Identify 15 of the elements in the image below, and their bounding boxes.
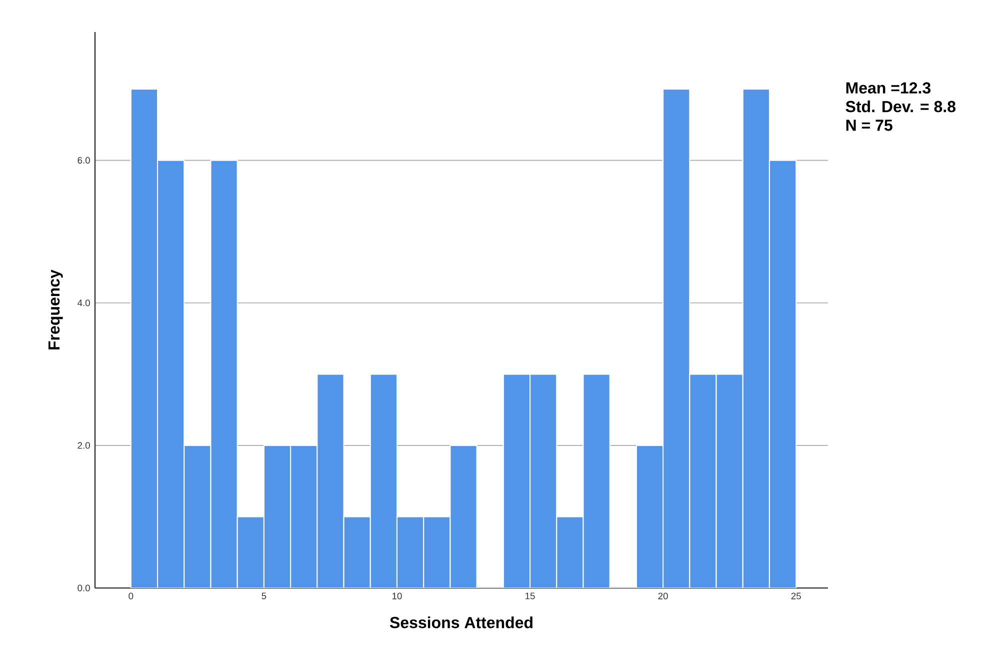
y-tick-label: 2.0: [78, 442, 90, 449]
x-tick-label: 15: [526, 592, 535, 600]
text: Mean =12.3: [846, 82, 931, 94]
x-tick-label: 10: [392, 592, 402, 600]
y-tick-label: 6.0: [78, 157, 90, 164]
x-tick-label: 5: [262, 592, 266, 600]
text: Std. Dev. = 8.8: [846, 100, 956, 112]
x-tick-label: 20: [658, 592, 668, 600]
y-tick-label: 0.0: [78, 584, 90, 592]
y-axis-title: Frequency: [48, 270, 63, 350]
x-axis-title: Sessions Attended: [390, 616, 532, 628]
y-tick-label: 4.0: [78, 300, 90, 306]
text: N = 75: [846, 120, 892, 131]
x-tick-label: 25: [791, 592, 801, 600]
x-tick-label: 0: [128, 592, 134, 600]
